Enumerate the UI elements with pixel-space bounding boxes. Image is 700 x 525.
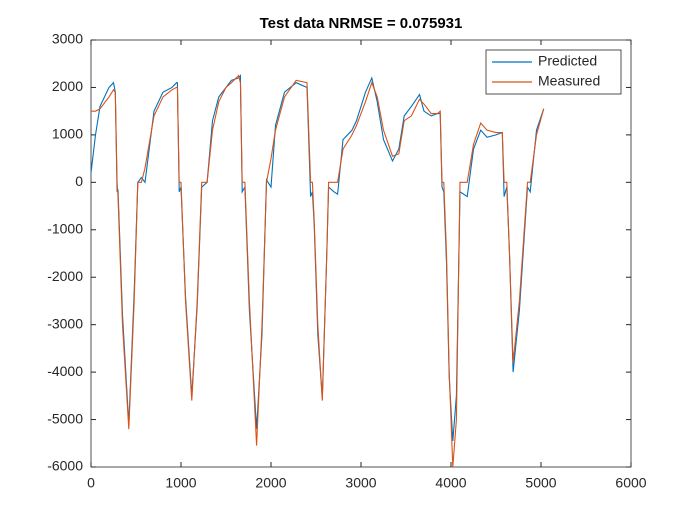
x-tick-label: 4000: [435, 475, 466, 491]
y-tick-label: -4000: [47, 363, 83, 379]
y-tick-label: 0: [75, 173, 83, 189]
y-tick-label: 1000: [52, 126, 83, 142]
series-line: [91, 74, 545, 468]
y-tick-label: 2000: [52, 78, 83, 94]
y-tick-label: 3000: [52, 31, 83, 47]
x-tick-label: 1000: [165, 475, 196, 491]
chart-title: Test data NRMSE = 0.075931: [260, 15, 463, 32]
y-tick-label: -2000: [47, 268, 83, 284]
y-tick-label: -6000: [47, 458, 83, 474]
legend-label: Predicted: [538, 53, 597, 69]
legend-box: [485, 49, 622, 95]
x-tick-label: 0: [87, 475, 95, 491]
x-tick-label: 6000: [615, 475, 646, 491]
y-tick-label: -1000: [47, 220, 83, 236]
x-tick-label: 3000: [345, 475, 376, 491]
y-tick-label: -3000: [47, 315, 83, 331]
legend-label: Measured: [538, 73, 600, 89]
x-tick-label: 2000: [255, 475, 286, 491]
x-tick-label: 5000: [525, 475, 556, 491]
y-tick-label: -5000: [47, 410, 83, 426]
plot-area: [90, 39, 632, 468]
